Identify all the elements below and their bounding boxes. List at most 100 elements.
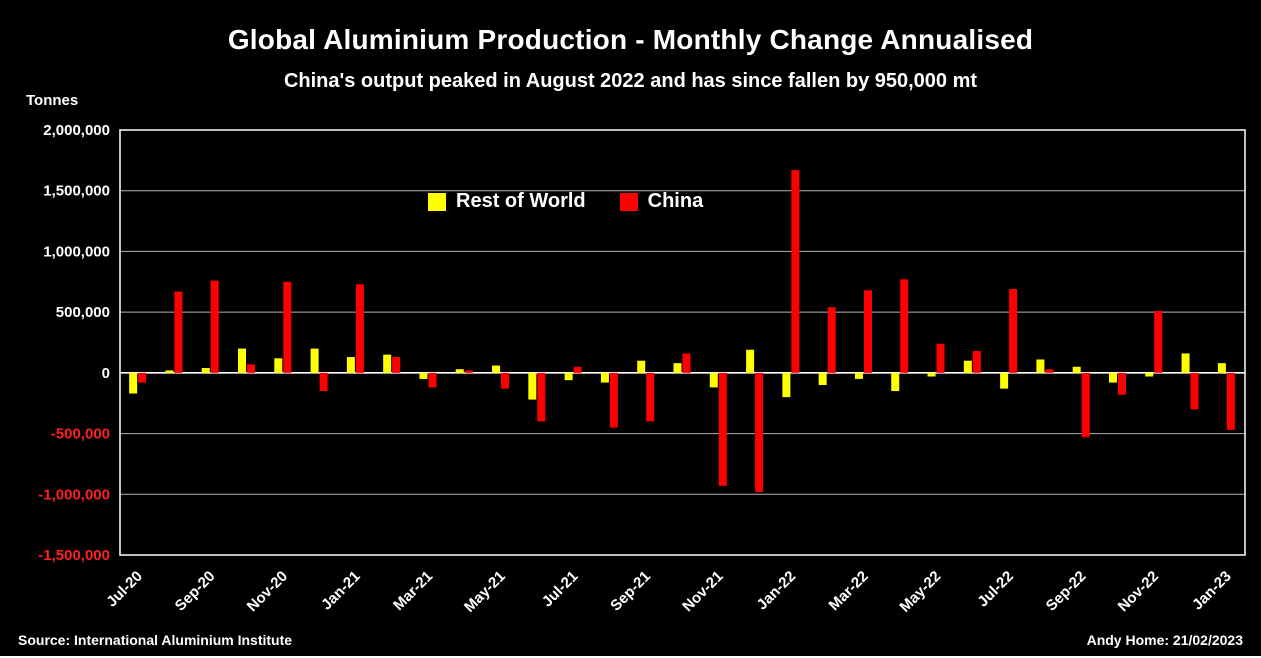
bar-china [1190,372,1199,410]
x-axis-tick-label: Jul-20 [103,568,146,611]
bar-rest-of-world [455,369,464,373]
legend-label-rest-of-world: Rest of World [456,190,586,212]
bar-rest-of-world [782,372,791,398]
bar-china [138,372,147,383]
x-axis-tick-label: Nov-21 [679,568,726,615]
bar-china [609,372,618,428]
bar-china [283,281,292,373]
bar-china [827,307,836,373]
bar-china [537,372,546,422]
x-axis-tick-label: Jan-21 [318,568,364,614]
bar-rest-of-world [201,368,210,373]
bar-rest-of-world [1072,366,1081,373]
bar-rest-of-world [1181,353,1190,373]
bar-rest-of-world [891,372,900,392]
bar-rest-of-world [1145,372,1154,377]
legend-swatch-rest-of-world [428,192,446,211]
bar-rest-of-world [564,372,573,381]
bar-china [1045,369,1054,373]
bar-rest-of-world [238,348,247,373]
plot-border [119,129,1246,556]
bar-china [247,364,256,373]
bar-rest-of-world [1108,372,1117,383]
bar-rest-of-world [709,372,718,388]
x-axis-tick-label: May-22 [896,568,944,616]
y-axis-tick-label: -1,500,000 [38,547,110,564]
bar-china [755,372,764,492]
legend-item-china: China [619,190,704,213]
y-axis-tick-label: 1,000,000 [43,243,110,260]
legend-label-china: China [647,190,704,212]
legend: Rest of World China [428,190,703,213]
bar-rest-of-world [963,360,972,373]
y-axis-title: Tonnes [26,92,79,109]
bar-china [1226,372,1235,430]
x-axis-tick-label: Mar-21 [390,568,436,614]
bar-china [464,370,473,373]
bar-china [1154,310,1163,373]
bar-rest-of-world [310,348,319,373]
bottom-divider [0,656,1261,658]
bar-rest-of-world [419,372,428,379]
x-axis-tick-label: Jan-22 [754,568,800,614]
author-credit: Andy Home: 21/02/2023 [1086,632,1243,648]
bar-rest-of-world [600,372,609,383]
bar-china [791,170,800,373]
bar-rest-of-world [165,370,174,373]
x-axis-tick-label: Sep-20 [172,568,219,615]
bar-china [355,284,364,373]
legend-swatch-china [619,192,638,211]
bar-rest-of-world [746,349,755,373]
y-axis-tick-label: 1,500,000 [43,183,110,200]
x-axis-tick-label: Jan-23 [1189,568,1235,614]
bar-rest-of-world [854,372,863,379]
chart-subtitle: China's output peaked in August 2022 and… [283,70,978,92]
bar-rest-of-world [274,358,283,373]
bar-china [682,353,691,373]
bar-china [174,291,183,373]
y-axis-tick-label: 2,000,000 [43,122,110,139]
bar-china [900,279,909,373]
bar-china [210,280,219,373]
bar-china [1117,372,1126,395]
y-axis-tick-label: -1,000,000 [38,486,110,503]
bar-rest-of-world [383,354,392,373]
bar-rest-of-world [1036,359,1045,373]
bar-rest-of-world [1000,372,1009,389]
bar-rest-of-world [637,360,646,373]
x-axis-tick-label: May-21 [461,568,509,616]
y-axis-tick-label: 500,000 [56,304,110,321]
y-axis-tick-label: -500,000 [51,426,110,443]
bar-china [646,372,655,422]
x-axis-tick-label: Jul-21 [539,568,582,611]
bar-rest-of-world [673,363,682,373]
bar-china [718,372,727,486]
chart-title: Global Aluminium Production - Monthly Ch… [227,24,1034,55]
bar-china [1081,372,1090,438]
bar-rest-of-world [927,372,936,377]
legend-item-rest-of-world: Rest of World [428,190,586,213]
bar-rest-of-world [818,372,827,385]
bar-china [936,343,945,373]
bar-rest-of-world [129,372,138,394]
bar-china [501,372,510,389]
x-axis-tick-label: Jul-22 [974,568,1017,611]
x-axis-tick-label: Sep-21 [607,568,654,615]
x-axis-tick-label: Mar-22 [826,568,872,614]
bar-rest-of-world [346,357,355,373]
bar-china [319,372,328,392]
bar-china [863,290,872,373]
bar-china [573,366,582,373]
bar-rest-of-world [492,365,501,373]
bar-china [392,357,401,373]
bar-rest-of-world [528,372,537,400]
y-axis-tick-label: 0 [102,365,110,382]
x-axis-tick-label: Sep-22 [1043,568,1090,615]
source-attribution: Source: International Aluminium Institut… [18,632,293,648]
bar-rest-of-world [1217,363,1226,373]
bar-china [1009,289,1018,373]
x-axis-tick-label: Nov-22 [1115,568,1162,615]
x-axis-tick-label: Nov-20 [244,568,291,615]
bar-china [972,351,981,373]
